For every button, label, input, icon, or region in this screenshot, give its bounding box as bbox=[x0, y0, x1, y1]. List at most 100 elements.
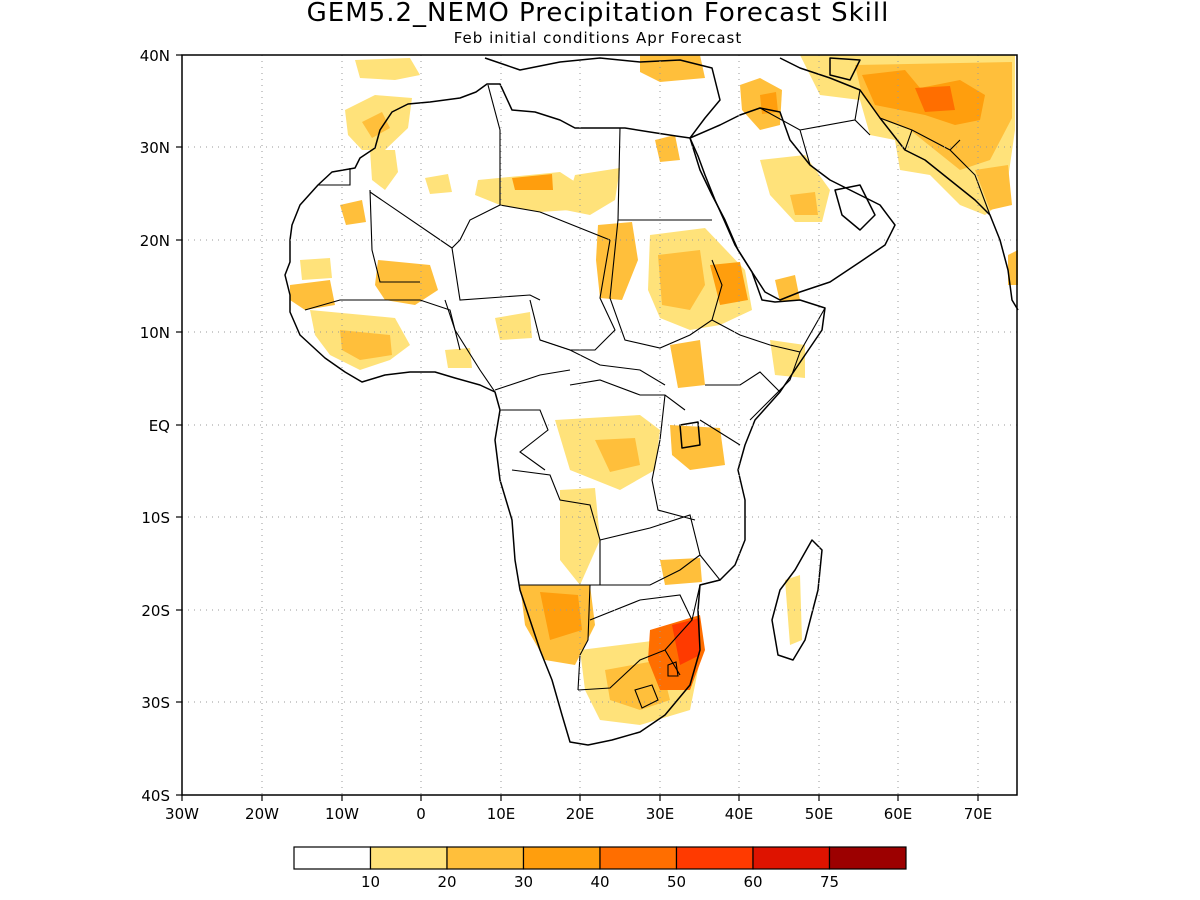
skill-area-india-coast bbox=[1008, 250, 1018, 285]
border-asia bbox=[879, 117, 991, 216]
skill-area-sudan-core bbox=[658, 250, 705, 310]
country-borders bbox=[304, 84, 991, 709]
colorbar-swatch bbox=[828, 846, 907, 870]
colorbar-label: 20 bbox=[437, 873, 456, 891]
border-tanzania bbox=[699, 419, 741, 446]
skill-area-congo-core bbox=[595, 438, 640, 472]
border-libya-chad bbox=[539, 211, 611, 241]
skill-area-tanzania bbox=[670, 425, 725, 470]
border-west-africa bbox=[304, 299, 461, 351]
asia-coastline bbox=[779, 57, 1019, 311]
lon-tick-label: 10W bbox=[325, 805, 359, 823]
border-mauritania-mali bbox=[369, 189, 420, 283]
lon-tick-label: 20W bbox=[245, 805, 279, 823]
colorbar-label: 50 bbox=[667, 873, 686, 891]
lon-tick-label: 0 bbox=[416, 805, 426, 823]
colorbar-label: 30 bbox=[514, 873, 533, 891]
lat-tick-label: 10N bbox=[140, 324, 170, 342]
latitude-axis: 40N 30N 20N 10N EQ 10S 20S 30S 40S bbox=[140, 47, 182, 805]
border-drc-north bbox=[569, 379, 686, 411]
skill-area-sahara-west bbox=[340, 200, 366, 225]
skill-area-sahara-mid bbox=[425, 174, 452, 194]
border-nigeria bbox=[444, 299, 496, 393]
colorbar-swatch bbox=[599, 846, 678, 870]
lon-tick-label: 20E bbox=[566, 805, 595, 823]
lon-tick-label: 50E bbox=[805, 805, 834, 823]
lat-tick-label: 30S bbox=[141, 694, 170, 712]
skill-area-eritrea bbox=[775, 275, 800, 302]
colorbar-legend: 10 20 30 40 50 60 75 bbox=[293, 846, 907, 891]
lat-tick-label: 40S bbox=[141, 787, 170, 805]
map-subtitle: Feb initial conditions Apr Forecast bbox=[454, 29, 742, 47]
colorbar-swatch bbox=[293, 846, 372, 870]
colorbar-swatch bbox=[522, 846, 601, 870]
border-middle-east bbox=[759, 89, 871, 166]
skill-area-libya-core bbox=[512, 174, 553, 190]
border-lesotho bbox=[634, 684, 659, 709]
map-title: GEM5.2_NEMO Precipitation Forecast Skill bbox=[307, 0, 890, 28]
skill-area-north-africa-core bbox=[362, 112, 390, 138]
border-niger bbox=[451, 247, 541, 301]
lon-tick-label: 40E bbox=[725, 805, 754, 823]
border-namibia bbox=[577, 584, 591, 691]
colorbar-swatch bbox=[369, 846, 448, 870]
persian-gulf-coastline bbox=[834, 184, 876, 231]
colorbar-label: 60 bbox=[743, 873, 762, 891]
colorbar-swatch bbox=[752, 846, 831, 870]
border-somalia bbox=[749, 351, 801, 421]
lat-tick-label: 10S bbox=[141, 509, 170, 527]
border-swaziland bbox=[667, 661, 679, 677]
arabia-coastline bbox=[689, 107, 896, 301]
skill-area-pakistan bbox=[975, 165, 1012, 210]
colorbar-label: 75 bbox=[820, 873, 839, 891]
black-sea-coastline bbox=[829, 57, 861, 81]
skill-area-turkey bbox=[640, 55, 705, 82]
colorbar-swatch bbox=[675, 846, 754, 870]
colorbar-label: 40 bbox=[590, 873, 609, 891]
skill-area-chad bbox=[495, 312, 532, 340]
longitude-axis: 30W 20W 10W 0 10E 20E 30E 40E 50E 60E 70… bbox=[165, 795, 992, 823]
colorbar-swatch bbox=[446, 846, 525, 870]
skill-area-senegal bbox=[290, 280, 335, 310]
skill-area-arabia-core bbox=[790, 192, 818, 215]
border-west-sahara bbox=[318, 168, 351, 186]
border-cameroon bbox=[494, 369, 571, 391]
skill-area-mediterranean bbox=[355, 58, 420, 80]
border-ethiopia-kenya bbox=[705, 371, 781, 393]
lon-tick-label: 30E bbox=[646, 805, 675, 823]
border-car bbox=[539, 339, 666, 386]
skill-area-morocco-south bbox=[370, 150, 398, 190]
lat-tick-label: 20S bbox=[141, 602, 170, 620]
border-ethiopia bbox=[711, 307, 826, 353]
border-congo bbox=[500, 409, 549, 471]
lon-tick-label: 30W bbox=[165, 805, 199, 823]
lon-tick-label: 10E bbox=[487, 805, 516, 823]
skill-area-guinea-core bbox=[340, 330, 392, 360]
border-botswana bbox=[589, 594, 693, 651]
colorbar-label: 10 bbox=[361, 873, 380, 891]
border-algeria-libya bbox=[487, 84, 541, 213]
border-south-africa bbox=[577, 649, 681, 691]
lat-tick-label: 40N bbox=[140, 47, 170, 65]
lon-tick-label: 60E bbox=[884, 805, 913, 823]
skill-area-zambia bbox=[660, 558, 702, 585]
madagascar-coastline bbox=[771, 539, 823, 661]
skill-area-sahel-west bbox=[300, 258, 332, 280]
skill-area-namibia-core bbox=[540, 592, 582, 640]
lat-tick-label: 30N bbox=[140, 139, 170, 157]
skill-area-mozambique-peak bbox=[672, 618, 700, 665]
lon-tick-label: 70E bbox=[964, 805, 993, 823]
skill-shading bbox=[290, 55, 1018, 725]
skill-area-sudan-west bbox=[596, 222, 638, 300]
border-drc-east bbox=[651, 394, 696, 521]
lat-tick-label: EQ bbox=[149, 417, 170, 435]
border-sudan bbox=[609, 219, 723, 349]
lake-victoria-coastline bbox=[679, 421, 701, 449]
skill-area-egypt bbox=[565, 168, 620, 215]
skill-area-nile bbox=[655, 135, 680, 162]
lat-tick-label: 20N bbox=[140, 232, 170, 250]
skill-area-angola-north bbox=[560, 488, 600, 585]
skill-area-madagascar bbox=[785, 575, 802, 645]
border-mozambique bbox=[691, 554, 721, 621]
